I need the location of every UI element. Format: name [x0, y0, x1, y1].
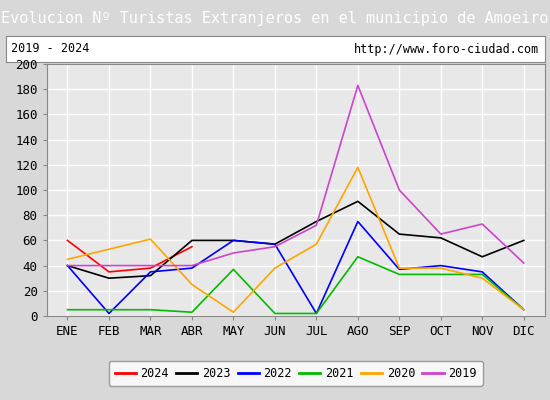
Text: 2019 - 2024: 2019 - 2024	[11, 42, 89, 56]
Text: http://www.foro-ciudad.com: http://www.foro-ciudad.com	[354, 42, 539, 56]
Legend: 2024, 2023, 2022, 2021, 2020, 2019: 2024, 2023, 2022, 2021, 2020, 2019	[108, 361, 483, 386]
Text: Evolucion Nº Turistas Extranjeros en el municipio de Amoeiro: Evolucion Nº Turistas Extranjeros en el …	[1, 10, 549, 26]
